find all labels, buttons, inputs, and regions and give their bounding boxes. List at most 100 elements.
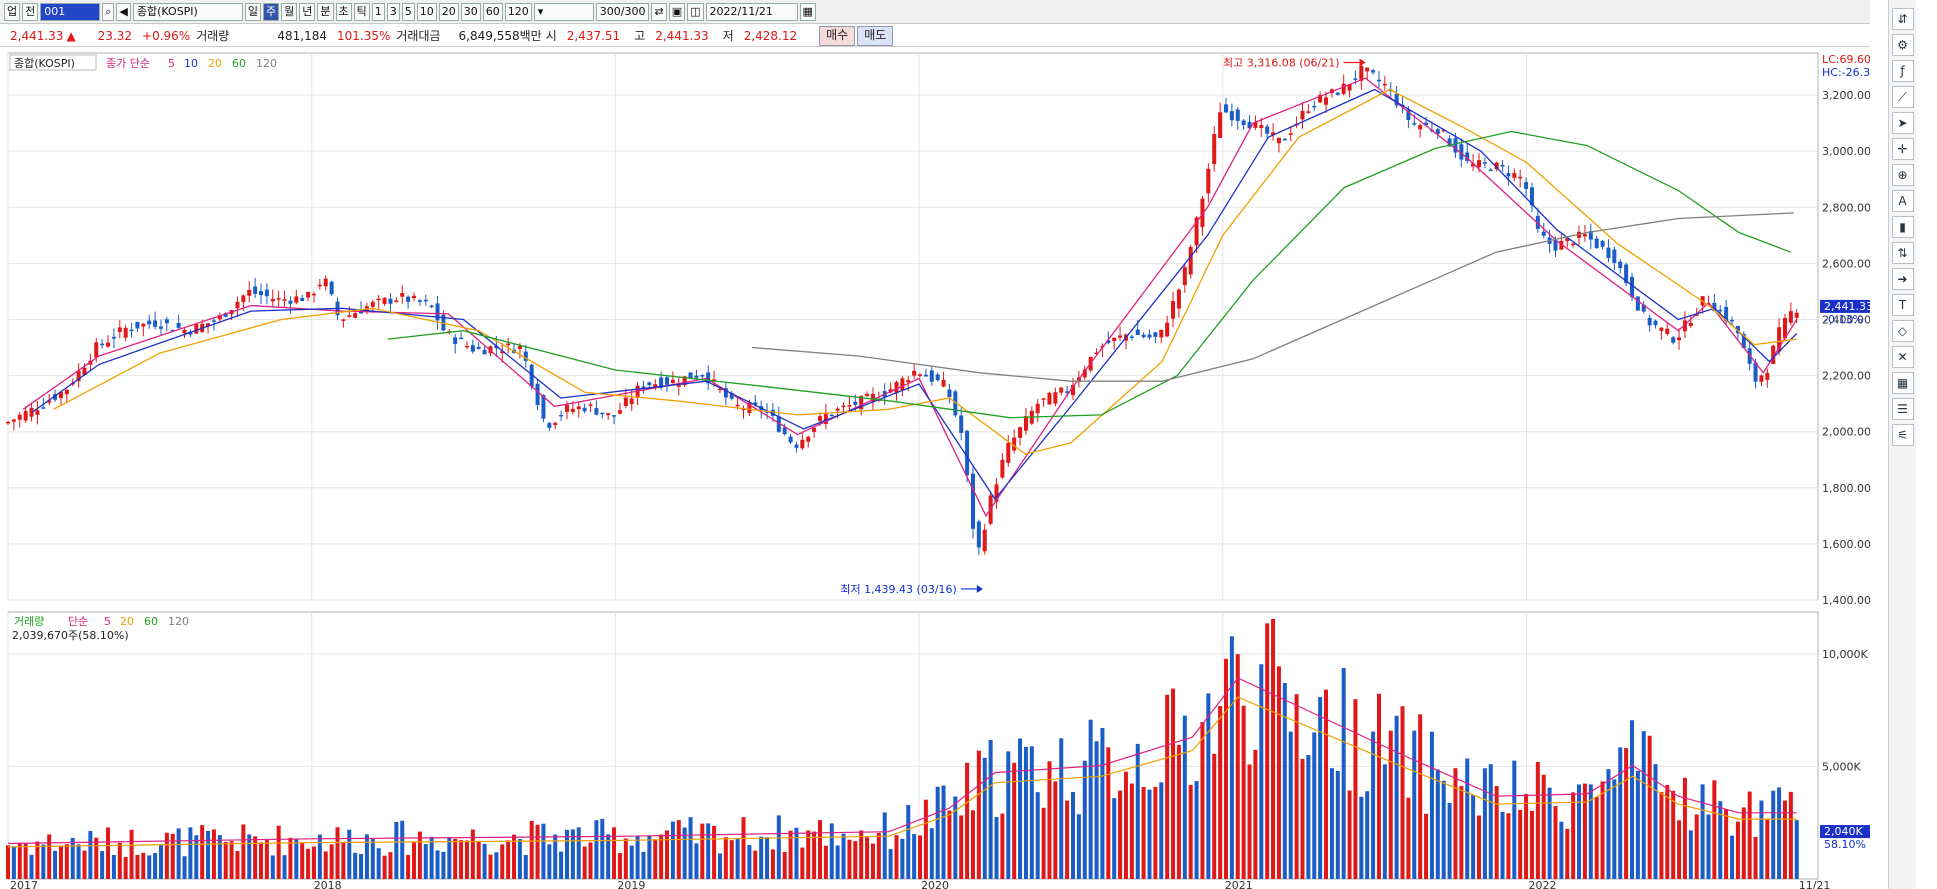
candle-body: [947, 389, 952, 397]
volume-bar: [206, 830, 211, 879]
delete-icon[interactable]: ✕: [1891, 346, 1914, 368]
sell-button[interactable]: 매도: [857, 25, 894, 46]
low-label: 저: [722, 29, 734, 43]
auto-icon[interactable]: A: [1891, 190, 1914, 212]
speaker-icon[interactable]: ◀: [116, 2, 131, 21]
zoom-icon[interactable]: ⊕: [1891, 164, 1914, 186]
candle-body: [141, 323, 146, 327]
interval-1[interactable]: 1: [371, 2, 385, 21]
period-day[interactable]: 일: [244, 2, 262, 21]
interval-5[interactable]: 5: [401, 2, 415, 21]
interval-30[interactable]: 30: [460, 2, 481, 21]
volume-bar: [894, 835, 899, 879]
candle-icon[interactable]: ▮: [1891, 216, 1914, 238]
current-price-box: [1820, 299, 1870, 313]
volume-bar: [1424, 813, 1429, 879]
volume-bar: [670, 821, 675, 879]
volume-bar: [170, 833, 175, 879]
volume-bar: [241, 824, 246, 879]
volume-bar: [629, 845, 634, 879]
indicator-icon[interactable]: ƒ: [1891, 60, 1914, 82]
trend-line-icon[interactable]: ⟋: [1891, 86, 1914, 108]
candle-body: [1353, 78, 1358, 80]
volume-bar: [1223, 658, 1228, 879]
volume-bar: [323, 851, 328, 879]
kospi-chart[interactable]: 1,400.00 1,600.00 1,800.00 2,000.00 2,200.00…: [0, 47, 1870, 889]
candle-body: [494, 345, 499, 349]
candle-body: [1200, 198, 1205, 228]
grid-icon[interactable]: ▦: [1891, 372, 1914, 394]
code-input[interactable]: 001: [40, 2, 101, 21]
volume-legend-ma-20: 20: [120, 615, 134, 628]
market-select[interactable]: 업: [4, 2, 21, 21]
candle-body: [264, 289, 269, 297]
volume-bar: [776, 815, 781, 879]
volume-bar: [370, 838, 375, 879]
candle-body: [1265, 126, 1270, 134]
all-toggle[interactable]: 전: [22, 2, 39, 21]
interval-60[interactable]: 60: [482, 2, 503, 21]
period-month[interactable]: 월: [281, 2, 298, 21]
period-year[interactable]: 년: [299, 2, 316, 21]
period-tick[interactable]: 틱: [353, 2, 370, 21]
volume-bar: [747, 845, 752, 879]
volume-legend-ma-120: 120: [168, 615, 189, 628]
cursor-icon[interactable]: ➤: [1891, 112, 1914, 134]
volume-bar: [641, 851, 646, 879]
volume-bar: [753, 850, 758, 879]
interval-dropdown[interactable]: ▾: [533, 2, 594, 21]
volume-bar: [594, 820, 599, 879]
volume-bar: [564, 829, 569, 879]
volume-bar: [182, 856, 187, 879]
volume-bar: [859, 830, 864, 879]
candle-body: [965, 430, 970, 476]
volume-bar: [1012, 762, 1017, 879]
date-field[interactable]: 2022/11/21: [705, 2, 798, 21]
interval-120[interactable]: 120: [504, 2, 532, 21]
candle-body: [1241, 120, 1246, 125]
volume-bar: [306, 848, 311, 879]
candle-body: [1206, 168, 1211, 194]
candle-body: [812, 427, 817, 432]
chart-settings-icon[interactable]: ⚟: [1891, 424, 1914, 446]
x-tick-label: 2020: [921, 879, 949, 889]
candle-body: [994, 484, 999, 502]
list-icon[interactable]: ☰: [1891, 398, 1914, 420]
volume-bar: [76, 844, 81, 879]
buy-button[interactable]: 매수: [819, 25, 856, 46]
bar-icon[interactable]: ⇅: [1891, 242, 1914, 264]
candle-body: [282, 299, 287, 301]
volume-bar: [1588, 784, 1593, 879]
candle-body: [1012, 437, 1017, 451]
crosshair-icon[interactable]: ✛: [1891, 138, 1914, 160]
period-second[interactable]: 초: [335, 2, 352, 21]
candle-body: [1759, 375, 1764, 382]
candle-body: [888, 389, 893, 393]
candle-body: [1447, 138, 1452, 147]
volume-bar: [1276, 666, 1281, 879]
candle-body: [435, 303, 440, 321]
arrow-icon[interactable]: ➜: [1891, 268, 1914, 290]
volume-bar: [117, 842, 122, 879]
interval-3[interactable]: 3: [386, 2, 400, 21]
save-icon[interactable]: ▣: [668, 2, 686, 21]
calendar-icon[interactable]: ▦: [799, 2, 816, 21]
text-icon[interactable]: T: [1891, 294, 1914, 316]
period-minute[interactable]: 분: [317, 2, 334, 21]
volume-bar: [1029, 746, 1034, 879]
candle-body: [753, 402, 758, 405]
count-field[interactable]: 300/300: [595, 2, 650, 21]
expand-icon[interactable]: ◫: [687, 2, 704, 21]
candle-body: [1782, 317, 1787, 339]
period-week[interactable]: 주: [263, 2, 280, 21]
interval-10[interactable]: 10: [416, 2, 437, 21]
gear-icon[interactable]: ⚙: [1891, 34, 1914, 56]
eraser-icon[interactable]: ◇: [1891, 320, 1914, 342]
volume-bar: [1341, 667, 1346, 879]
interval-20[interactable]: 20: [438, 2, 459, 21]
candle-body: [1306, 111, 1311, 113]
pin-icon[interactable]: ⇵: [1891, 8, 1914, 30]
search-icon[interactable]: ⌕: [102, 2, 115, 21]
scroll-icon[interactable]: ⇄: [651, 2, 667, 21]
volume-bar: [970, 810, 975, 879]
